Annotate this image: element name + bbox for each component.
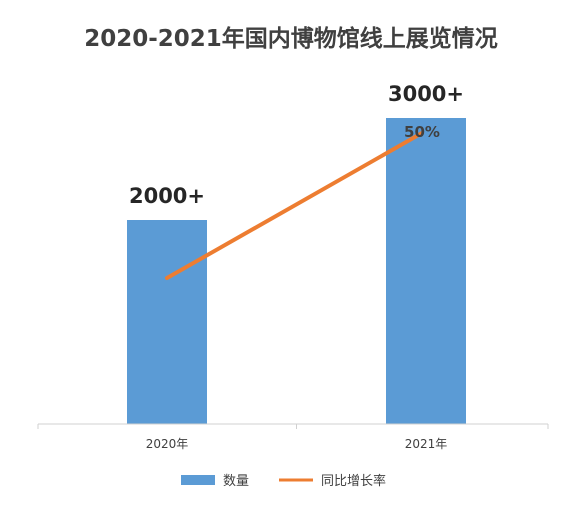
bars-layer — [127, 118, 466, 424]
x-tick-label-2: 2021年 — [405, 437, 448, 451]
legend-label-quantity: 数量 — [223, 474, 249, 489]
chart-title: 2020-2021年国内博物馆线上展览情况 — [84, 25, 498, 52]
legend-swatch-quantity — [181, 475, 215, 485]
bar-value-label-2: 3000+ — [388, 82, 464, 106]
labels-layer: 2000+ 3000+ 50% — [129, 82, 464, 208]
growth-rate-line — [165, 131, 424, 280]
legend-label-growth-rate: 同比增长率 — [321, 473, 386, 489]
bar-value-label-1: 2000+ — [129, 184, 205, 208]
legend: 数量 同比增长率 — [181, 473, 386, 489]
x-axis-ticks — [37, 424, 549, 429]
growth-rate-label: 50% — [404, 123, 440, 141]
x-axis-tick-labels: 2020年 2021年 — [146, 437, 448, 451]
x-tick-label-1: 2020年 — [146, 437, 189, 451]
bar-1 — [127, 220, 207, 424]
bar-2 — [386, 118, 466, 424]
line-layer — [165, 131, 424, 280]
